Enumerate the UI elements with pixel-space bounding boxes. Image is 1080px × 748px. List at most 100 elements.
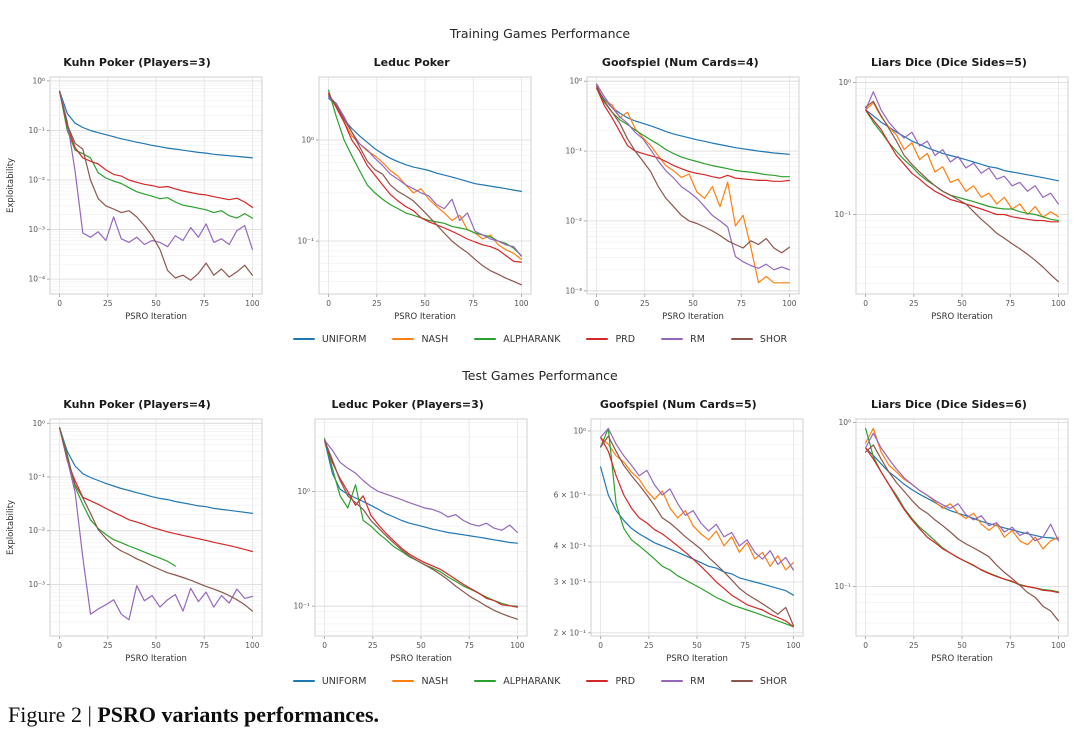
y-axis-label: Exploitability — [6, 500, 16, 555]
legend-label: NASH — [421, 675, 449, 687]
chart-title: Leduc Poker (Players=3) — [331, 398, 484, 411]
series-line-uniform — [58, 90, 253, 159]
y-tick-label: 6 × 10⁻¹ — [554, 491, 586, 500]
y-tick-label: 10⁻³ — [28, 225, 45, 234]
chart-title: Liars Dice (Dice Sides=6) — [871, 398, 1027, 411]
series-line-shor — [596, 85, 791, 254]
x-tick-label: 25 — [368, 641, 378, 650]
chart-leduc-poker-players-3: Leduc Poker (Players=3) 10⁰ 10⁻¹ 0 25 50 75 100… — [281, 396, 535, 666]
x-tick-label: 25 — [909, 641, 919, 650]
series-line-prd — [58, 427, 253, 553]
axes-frame — [855, 418, 1069, 637]
legend-label: SHOR — [759, 675, 788, 687]
x-tick-label: 100 — [783, 299, 798, 308]
x-tick-label: 50 — [693, 641, 703, 650]
series-line-shor — [327, 94, 522, 286]
series-line-nash — [596, 87, 791, 284]
legend-label: ALPHARANK — [503, 333, 561, 345]
legend-line-swatch — [586, 338, 609, 340]
test-suptitle: Test Games Performance — [462, 368, 618, 383]
x-axis-label: PSRO Iteration — [125, 654, 187, 664]
gridlines — [50, 77, 262, 294]
chart-goofspiel-num-cards-4: Goofspiel (Num Cards=4) 10⁰ 10⁻¹ 10⁻² 10⁻³ 0 2… — [553, 54, 807, 324]
gridlines — [50, 419, 262, 636]
x-tick-label: 0 — [57, 299, 62, 308]
legend-line-swatch — [392, 680, 415, 682]
x-tick-label: 75 — [199, 641, 209, 650]
x-tick-label: 25 — [909, 299, 919, 308]
axes-frame — [318, 76, 532, 295]
chart-canvas-kuhn-poker-players-4: 10⁰ 10⁻¹ 10⁻² 10⁻³ 0 25 50 75 100 PSRO Iteration E… — [6, 418, 263, 664]
series-line-uniform — [327, 97, 522, 193]
y-tick-label: 10⁻⁴ — [28, 275, 45, 284]
legend-entry-uniform: UNIFORM — [292, 334, 366, 345]
axes-frame — [314, 418, 528, 637]
y-tick-label: 10⁰ — [32, 419, 45, 428]
series-line-shor — [600, 435, 795, 627]
legend-training: UNIFORM NASH ALPHARANK PRD RM SHOR — [0, 330, 1080, 348]
legend-label: UNIFORM — [321, 675, 367, 687]
chart-title: Kuhn Poker (Players=3) — [63, 56, 211, 69]
legend-entry-uniform: UNIFORM — [292, 675, 367, 687]
x-tick-label: 0 — [322, 641, 327, 650]
series-line-prd — [327, 92, 522, 263]
x-tick-label: 0 — [599, 641, 604, 650]
x-tick-label: 50 — [151, 299, 161, 308]
legend-line-swatch — [292, 338, 315, 340]
y-tick-label: 10⁻¹ — [28, 473, 45, 482]
series-line-prd — [58, 90, 253, 208]
chart-canvas-liars-dice-dice-sides-5: 10⁰ 10⁻¹ 0 25 50 75 100 PSRO Iteration — [834, 76, 1069, 322]
y-tick-label: 10⁰ — [301, 136, 314, 145]
legend-entry-prd: PRD — [586, 334, 635, 345]
series-line-uniform — [323, 439, 518, 544]
series-line-shor — [58, 427, 253, 612]
x-axis-label: PSRO Iteration — [666, 654, 728, 664]
series-line-rm — [58, 427, 253, 621]
chart-canvas-kuhn-poker-players-3: 10⁰ 10⁻¹ 10⁻² 10⁻³ 10⁻⁴ 0 25 50 75 100 PSRO Iterat… — [6, 76, 263, 322]
x-tick-label: 75 — [468, 299, 478, 308]
x-tick-label: 25 — [644, 641, 654, 650]
y-tick-label: 10⁰ — [838, 418, 851, 427]
series-line-rm — [864, 432, 1059, 542]
chart-liars-dice-dice-sides-6: Liars Dice (Dice Sides=6) 10⁰ 10⁻¹ 0 25 50 75 1… — [822, 396, 1076, 666]
x-tick-label: 100 — [1051, 299, 1066, 308]
x-axis-label: PSRO Iteration — [931, 654, 993, 664]
chart-canvas-goofspiel-num-cards-4: 10⁰ 10⁻¹ 10⁻² 10⁻³ 0 25 50 75 100 PSRO Iteration — [566, 76, 800, 322]
x-tick-label: 50 — [420, 299, 430, 308]
figure-caption: Figure 2 | PSRO variants performances. — [8, 702, 1080, 728]
series-line-uniform — [864, 447, 1059, 540]
chart-title: Leduc Poker — [373, 56, 450, 69]
y-axis-label: Exploitability — [6, 158, 16, 213]
series-line-rm — [327, 95, 522, 257]
series-line-rm — [323, 439, 518, 534]
x-axis-label: PSRO Iteration — [394, 312, 456, 322]
gridlines — [587, 77, 800, 295]
series-line-rm — [596, 83, 791, 271]
series-line-shor — [58, 90, 253, 281]
x-axis-label: PSRO Iteration — [662, 312, 724, 322]
caption-prefix: Figure 2 | — [8, 702, 98, 727]
legend-line-swatch — [474, 338, 497, 340]
axes-frame — [590, 418, 804, 637]
legend-entry-shor: SHOR — [730, 334, 787, 345]
chart-canvas-leduc-poker: 10⁰ 10⁻¹ 0 25 50 75 100 PSRO Iteration — [297, 76, 532, 322]
series-line-alpharank — [327, 89, 522, 257]
series-line-prd — [864, 447, 1059, 594]
gridlines — [318, 77, 531, 294]
series-line-nash — [600, 436, 795, 571]
y-tick-label: 10⁻¹ — [28, 126, 45, 135]
chart-canvas-goofspiel-num-cards-5: 10⁰ 6 × 10⁻¹ 4 × 10⁻¹ 3 × 10⁻¹ 2 × 10⁻¹ 0 25 50… — [554, 418, 804, 664]
x-tick-label: 0 — [57, 641, 62, 650]
chart-leduc-poker: Leduc Poker 10⁰ 10⁻¹ 0 25 50 75 100 PSRO Iterati… — [285, 54, 539, 324]
y-tick-label: 3 × 10⁻¹ — [554, 578, 586, 587]
x-tick-label: 50 — [689, 299, 699, 308]
training-charts-row: Kuhn Poker (Players=3) 10⁰ 10⁻¹ 10⁻² 10⁻³ 10⁻… — [0, 54, 1080, 324]
x-tick-label: 0 — [595, 299, 600, 308]
chart-title: Liars Dice (Dice Sides=5) — [871, 56, 1027, 69]
series-line-prd — [600, 436, 795, 628]
chart-liars-dice-dice-sides-5: Liars Dice (Dice Sides=5) 10⁰ 10⁻¹ 0 25 50 75 1… — [822, 54, 1076, 324]
y-tick-label: 10⁻² — [28, 526, 45, 535]
legend-entry-rm: RM — [661, 676, 705, 687]
series-line-shor — [864, 444, 1059, 622]
series-line-shor — [323, 439, 518, 620]
